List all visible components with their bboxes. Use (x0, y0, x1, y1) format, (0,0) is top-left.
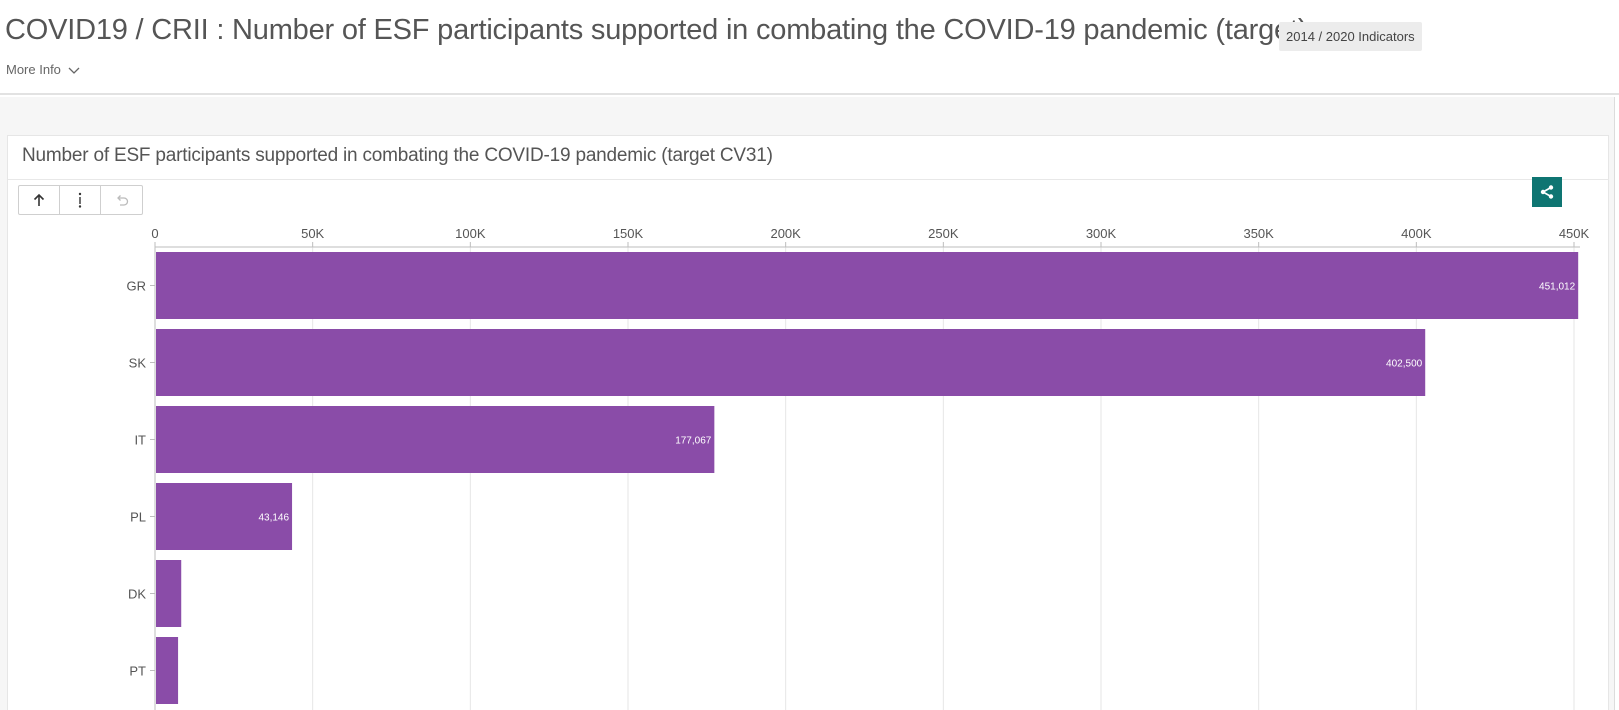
y-tick-label: PL (130, 510, 146, 525)
x-tick-label: 100K (455, 226, 486, 241)
share-icon (1540, 185, 1554, 199)
y-tick-label: SK (129, 356, 147, 371)
more-info-label: More Info (6, 62, 61, 77)
share-button[interactable] (1532, 177, 1562, 207)
info-button[interactable] (60, 186, 101, 214)
bar (156, 483, 293, 550)
page-title: COVID19 / CRII : Number of ESF participa… (5, 14, 1308, 46)
y-tick-label: GR (127, 279, 147, 294)
bar-data-label: 402,500 (1386, 359, 1423, 370)
y-tick-label: PT (129, 664, 146, 679)
chart-toolbar (18, 185, 143, 215)
x-tick-label: 400K (1401, 226, 1432, 241)
reset-button[interactable] (101, 186, 142, 214)
drill-up-button[interactable] (19, 186, 60, 214)
bar (156, 252, 1579, 319)
x-tick-label: 0 (151, 226, 158, 241)
x-tick-label: 50K (301, 226, 324, 241)
chevron-down-icon (68, 67, 80, 74)
y-tick-label: DK (128, 587, 146, 602)
more-info-toggle[interactable]: More Info (6, 62, 80, 77)
bar-data-label: 177,067 (675, 436, 712, 447)
bar (156, 329, 1426, 396)
period-badge: 2014 / 2020 Indicators (1279, 22, 1422, 51)
page-scrollbar[interactable] (1614, 97, 1619, 710)
y-tick-label: IT (134, 433, 146, 448)
card-divider (8, 179, 1609, 180)
bar-data-label: 451,012 (1539, 282, 1576, 293)
arrow-up-icon (33, 193, 45, 206)
bar (156, 406, 715, 473)
bar-data-label: 43,146 (258, 513, 289, 524)
bar (156, 560, 182, 627)
chart-title: Number of ESF participants supported in … (22, 145, 773, 166)
undo-icon (116, 195, 128, 206)
x-tick-label: 300K (1086, 226, 1117, 241)
x-tick-label: 150K (613, 226, 644, 241)
x-tick-label: 450K (1559, 226, 1590, 241)
x-tick-label: 200K (770, 226, 801, 241)
info-icon (78, 192, 82, 208)
bar (156, 637, 179, 704)
x-tick-label: 350K (1243, 226, 1274, 241)
page-header: COVID19 / CRII : Number of ESF participa… (0, 0, 1619, 95)
x-tick-label: 250K (928, 226, 959, 241)
